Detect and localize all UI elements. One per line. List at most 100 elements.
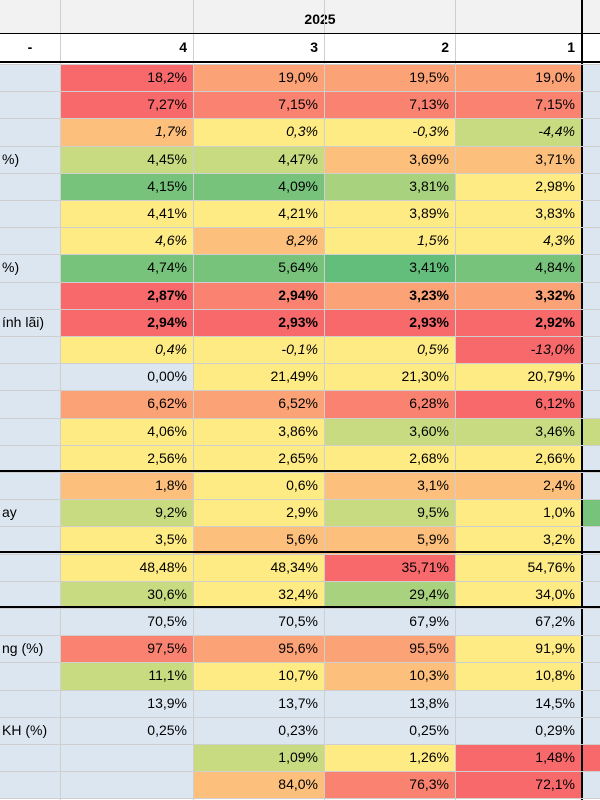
quarter-3-cell[interactable]: 10,7% <box>193 662 324 690</box>
row-label[interactable] <box>0 336 60 364</box>
quarter-3-cell[interactable]: 2,65% <box>193 444 324 472</box>
quarter-2-cell[interactable]: 76,3% <box>324 771 455 799</box>
next-column-cell[interactable] <box>583 716 600 744</box>
quarter-3-cell[interactable]: 32,4% <box>193 580 324 608</box>
quarter-1-cell[interactable]: 3,71% <box>455 145 581 173</box>
quarter-1-cell[interactable]: 7,15% <box>455 91 581 119</box>
row-label[interactable]: %) <box>0 145 60 173</box>
quarter-1-cell[interactable]: 3,83% <box>455 200 581 228</box>
quarter-2-cell[interactable]: 6,28% <box>324 390 455 418</box>
quarter-2-cell[interactable]: 3,1% <box>324 472 455 500</box>
next-column-cell[interactable] <box>583 608 600 636</box>
quarter-4-cell[interactable] <box>60 744 193 772</box>
row-label[interactable] <box>0 771 60 799</box>
quarter-3-cell[interactable]: 70,5% <box>193 608 324 636</box>
quarter-3-cell[interactable]: 48,34% <box>193 553 324 581</box>
quarter-4-cell[interactable]: 1,7% <box>60 118 193 146</box>
next-column-cell[interactable] <box>583 227 600 255</box>
quarter-3-cell[interactable]: 8,2% <box>193 227 324 255</box>
quarter-4-cell[interactable]: 2,56% <box>60 444 193 472</box>
quarter-4-cell[interactable]: 13,9% <box>60 689 193 717</box>
row-label[interactable] <box>0 472 60 500</box>
quarter-2-cell[interactable]: 95,5% <box>324 635 455 663</box>
row-label[interactable]: KH (%) <box>0 716 60 744</box>
next-column-cell[interactable] <box>583 200 600 228</box>
row-label[interactable] <box>0 444 60 472</box>
row-label[interactable] <box>0 172 60 200</box>
quarter-3-cell[interactable]: 0,6% <box>193 472 324 500</box>
row-label[interactable] <box>0 64 60 92</box>
next-column-cell[interactable] <box>583 172 600 200</box>
next-column-cell[interactable] <box>583 444 600 472</box>
quarter-3-cell[interactable]: 7,15% <box>193 91 324 119</box>
quarter-4-cell[interactable]: 70,5% <box>60 608 193 636</box>
quarter-2-cell[interactable]: 2,68% <box>324 444 455 472</box>
quarter-1-cell[interactable]: 3,2% <box>455 526 581 554</box>
quarter-1-cell[interactable]: 4,84% <box>455 254 581 282</box>
quarter-4-cell[interactable]: 30,6% <box>60 580 193 608</box>
quarter-3-cell[interactable]: 3,86% <box>193 417 324 445</box>
quarter-4-cell[interactable]: 18,2% <box>60 64 193 92</box>
quarter-2-cell[interactable]: 10,3% <box>324 662 455 690</box>
next-column-cell[interactable] <box>583 526 600 554</box>
quarter-3-cell[interactable]: 5,64% <box>193 254 324 282</box>
quarter-4-cell[interactable]: 97,5% <box>60 635 193 663</box>
quarter-1-cell[interactable]: 4,3% <box>455 227 581 255</box>
row-label[interactable] <box>0 417 60 445</box>
next-column-cell[interactable] <box>583 635 600 663</box>
next-column-cell[interactable] <box>583 118 600 146</box>
next-column-cell[interactable] <box>583 308 600 336</box>
row-label[interactable] <box>0 227 60 255</box>
next-column-cell[interactable] <box>583 499 600 527</box>
quarter-header-4[interactable]: 4 <box>179 39 187 55</box>
quarter-4-cell[interactable]: 9,2% <box>60 499 193 527</box>
quarter-1-cell[interactable]: 1,48% <box>455 744 581 772</box>
quarter-header-3[interactable]: 3 <box>310 39 318 55</box>
quarter-2-cell[interactable]: 0,5% <box>324 336 455 364</box>
quarter-1-cell[interactable]: 72,1% <box>455 771 581 799</box>
quarter-3-cell[interactable]: 4,47% <box>193 145 324 173</box>
quarter-1-cell[interactable]: 2,4% <box>455 472 581 500</box>
quarter-3-cell[interactable]: -0,1% <box>193 336 324 364</box>
quarter-4-cell[interactable]: 0,25% <box>60 716 193 744</box>
quarter-2-cell[interactable]: -0,3% <box>324 118 455 146</box>
row-label[interactable]: %) <box>0 254 60 282</box>
row-label[interactable]: ay <box>0 499 60 527</box>
quarter-3-cell[interactable]: 2,94% <box>193 281 324 309</box>
next-column-cell[interactable] <box>583 771 600 799</box>
next-column-cell[interactable] <box>583 363 600 391</box>
row-label[interactable] <box>0 91 60 119</box>
next-column-cell[interactable] <box>583 662 600 690</box>
quarter-2-cell[interactable]: 2,93% <box>324 308 455 336</box>
quarter-4-cell[interactable]: 6,62% <box>60 390 193 418</box>
quarter-1-cell[interactable]: 19,0% <box>455 64 581 92</box>
quarter-4-cell[interactable]: 2,94% <box>60 308 193 336</box>
next-column-cell[interactable] <box>583 254 600 282</box>
quarter-3-cell[interactable]: 21,49% <box>193 363 324 391</box>
quarter-3-cell[interactable]: 0,3% <box>193 118 324 146</box>
quarter-3-cell[interactable]: 84,0% <box>193 771 324 799</box>
quarter-4-cell[interactable]: 2,87% <box>60 281 193 309</box>
quarter-1-cell[interactable]: 1,0% <box>455 499 581 527</box>
next-column-cell[interactable] <box>583 689 600 717</box>
quarter-2-cell[interactable]: 3,41% <box>324 254 455 282</box>
quarter-2-cell[interactable]: 9,5% <box>324 499 455 527</box>
quarter-4-cell[interactable]: 7,27% <box>60 91 193 119</box>
next-column-cell[interactable] <box>583 336 600 364</box>
quarter-3-cell[interactable]: 4,09% <box>193 172 324 200</box>
quarter-1-cell[interactable]: 0,29% <box>455 716 581 744</box>
quarter-2-cell[interactable]: 1,26% <box>324 744 455 772</box>
quarter-3-cell[interactable]: 5,6% <box>193 526 324 554</box>
next-column-cell[interactable] <box>583 390 600 418</box>
quarter-4-cell[interactable]: 4,74% <box>60 254 193 282</box>
quarter-header-1[interactable]: 1 <box>567 39 575 55</box>
quarter-1-cell[interactable]: 2,66% <box>455 444 581 472</box>
quarter-2-cell[interactable]: 1,5% <box>324 227 455 255</box>
quarter-header-2[interactable]: 2 <box>441 39 449 55</box>
row-label[interactable] <box>0 608 60 636</box>
quarter-2-cell[interactable]: 13,8% <box>324 689 455 717</box>
quarter-4-cell[interactable]: 48,48% <box>60 553 193 581</box>
row-label[interactable] <box>0 689 60 717</box>
quarter-1-cell[interactable]: 3,32% <box>455 281 581 309</box>
quarter-2-cell[interactable]: 21,30% <box>324 363 455 391</box>
